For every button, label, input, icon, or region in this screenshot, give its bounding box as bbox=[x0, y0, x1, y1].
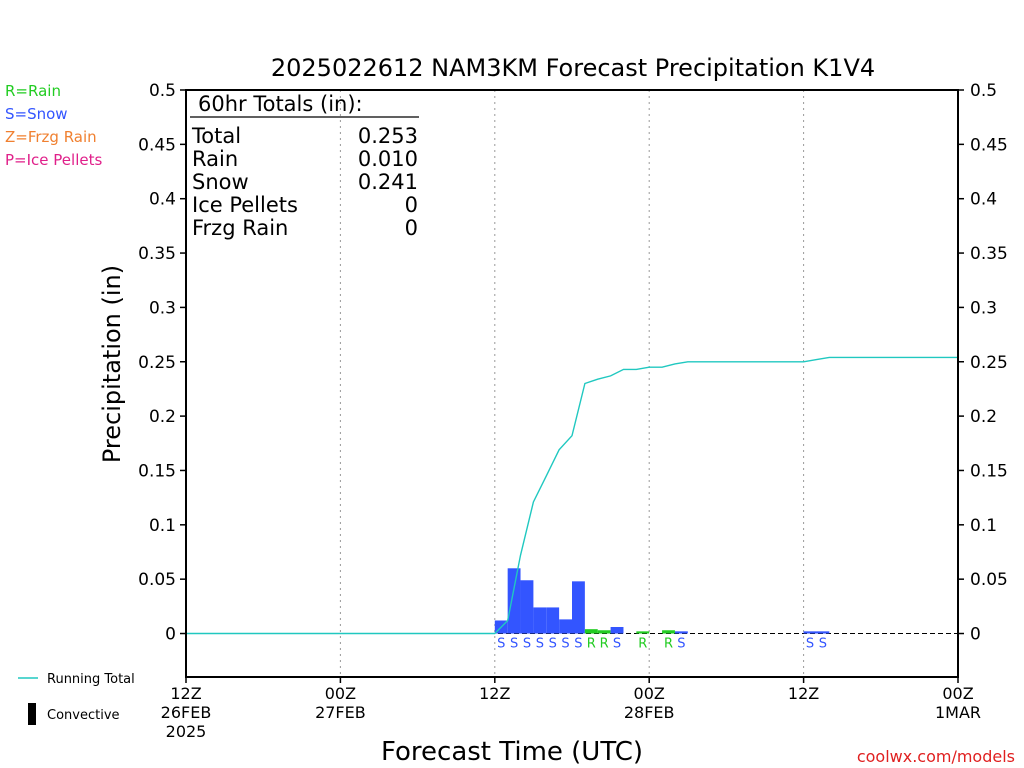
y-tick-label-right: 0.4 bbox=[970, 190, 997, 210]
precip-bar bbox=[816, 631, 830, 634]
precip-bar bbox=[610, 626, 624, 634]
x-tick-label: 28FEB bbox=[624, 703, 675, 722]
totals-row-value: 0.241 bbox=[358, 170, 418, 194]
x-tick-label: 00Z bbox=[634, 684, 665, 703]
x-tick-label: 26FEB bbox=[161, 703, 212, 722]
series-legend-label: Convective bbox=[47, 708, 120, 723]
y-tick-label-left: 0.4 bbox=[149, 190, 176, 210]
y-axis-label: Precipitation (in) bbox=[98, 265, 126, 463]
precip-bar bbox=[533, 607, 547, 634]
precip-bar bbox=[803, 631, 817, 634]
bar-type-label: R bbox=[600, 637, 609, 652]
x-tick-label: 1MAR bbox=[935, 703, 981, 722]
totals-row-value: 0 bbox=[405, 216, 418, 240]
legend-type-item: P=Ice Pellets bbox=[5, 151, 102, 169]
bar-type-label: S bbox=[549, 637, 557, 652]
bar-type-label: R bbox=[638, 637, 647, 652]
bar-type-label: S bbox=[497, 637, 505, 652]
x-tick-label: 12Z bbox=[788, 684, 819, 703]
plot-frame bbox=[185, 89, 959, 678]
precip-bar bbox=[662, 630, 675, 634]
totals-row-value: 0.010 bbox=[358, 147, 418, 171]
bar-type-label: S bbox=[574, 637, 582, 652]
legend-type-item: S=Snow bbox=[5, 105, 68, 123]
x-tick-label: 2025 bbox=[166, 722, 207, 741]
bar-type-label: S bbox=[523, 637, 531, 652]
convective-legend-swatch bbox=[28, 703, 36, 725]
y-tick-label-right: 0.5 bbox=[970, 81, 997, 101]
y-tick-label-right: 0.25 bbox=[970, 353, 1008, 373]
y-tick-label-right: 0.3 bbox=[970, 298, 997, 318]
y-tick-label-right: 0.05 bbox=[970, 570, 1008, 590]
y-tick-label-left: 0.2 bbox=[149, 407, 176, 427]
legend-type-item: R=Rain bbox=[5, 82, 61, 100]
bar-type-label: S bbox=[819, 637, 827, 652]
y-tick-label-right: 0.2 bbox=[970, 407, 997, 427]
totals-row-value: 0.253 bbox=[358, 124, 418, 148]
bar-type-label: S bbox=[536, 637, 544, 652]
y-tick-label-left: 0 bbox=[165, 625, 176, 645]
y-tick-label-left: 0.15 bbox=[138, 461, 176, 481]
bar-type-label: S bbox=[677, 637, 685, 652]
y-tick-label-right: 0.15 bbox=[970, 461, 1008, 481]
y-tick-label-right: 0 bbox=[970, 625, 981, 645]
y-tick-label-left: 0.25 bbox=[138, 353, 176, 373]
bar-type-label: R bbox=[664, 637, 673, 652]
totals-heading: 60hr Totals (in): bbox=[198, 92, 363, 116]
totals-row-label: Frzg Rain bbox=[192, 216, 288, 240]
precip-bar bbox=[636, 631, 650, 634]
totals-row-label: Snow bbox=[192, 170, 249, 194]
bar-type-label: S bbox=[561, 637, 569, 652]
legend-type-item: Z=Frzg Rain bbox=[5, 128, 97, 146]
x-tick-label: 00Z bbox=[942, 684, 973, 703]
running-total-line bbox=[186, 356, 958, 635]
y-tick-label-left: 0.45 bbox=[138, 135, 176, 155]
chart-title: 2025022612 NAM3KM Forecast Precipitation… bbox=[271, 54, 875, 82]
totals-row-label: Total bbox=[191, 124, 241, 148]
bar-type-label: S bbox=[613, 637, 621, 652]
precip-bar bbox=[584, 629, 598, 634]
bar-type-label: S bbox=[806, 637, 814, 652]
y-tick-label-left: 0.3 bbox=[149, 298, 176, 318]
y-tick-label-left: 0.1 bbox=[149, 516, 176, 536]
x-tick-label: 12Z bbox=[170, 684, 201, 703]
y-tick-label-right: 0.45 bbox=[970, 135, 1008, 155]
series-legend-label: Running Total bbox=[47, 672, 135, 687]
totals-row-label: Rain bbox=[192, 147, 238, 171]
y-tick-label-left: 0.05 bbox=[138, 570, 176, 590]
precip-bar bbox=[572, 581, 585, 634]
x-tick-label: 12Z bbox=[479, 684, 510, 703]
totals-row-label: Ice Pellets bbox=[192, 193, 298, 217]
precip-bar bbox=[546, 607, 560, 634]
precip-type-legend: R=Rain S=Snow Z=Frzg Rain P=Ice Pellets bbox=[5, 82, 102, 169]
y-tick-label-left: 0.35 bbox=[138, 244, 176, 264]
y-tick-label-left: 0.5 bbox=[149, 81, 176, 101]
precip-bar bbox=[520, 580, 534, 634]
x-axis-label: Forecast Time (UTC) bbox=[381, 737, 643, 767]
credit-text: coolwx.com/models bbox=[857, 747, 1015, 766]
series-legend: Running Total Convective bbox=[18, 672, 135, 725]
x-tick-label: 00Z bbox=[325, 684, 356, 703]
bar-type-label: S bbox=[510, 637, 518, 652]
totals-row-value: 0 bbox=[405, 193, 418, 217]
y-tick-label-right: 0.35 bbox=[970, 244, 1008, 264]
precip-bar bbox=[507, 568, 521, 634]
x-tick-label: 27FEB bbox=[315, 703, 366, 722]
precip-bar bbox=[674, 631, 688, 634]
plot-area: S S S S S S S R R S R R S S S0.5 0.50.45 0.450.4 0.40.35 0… bbox=[138, 81, 1008, 741]
totals-box: 60hr Totals (in): Total 0.253 Rain 0.010 Snow… bbox=[190, 92, 419, 240]
bar-type-label: R bbox=[587, 637, 596, 652]
precip-bar bbox=[559, 619, 572, 634]
y-tick-label-right: 0.1 bbox=[970, 516, 997, 536]
precip-bar bbox=[597, 630, 611, 634]
